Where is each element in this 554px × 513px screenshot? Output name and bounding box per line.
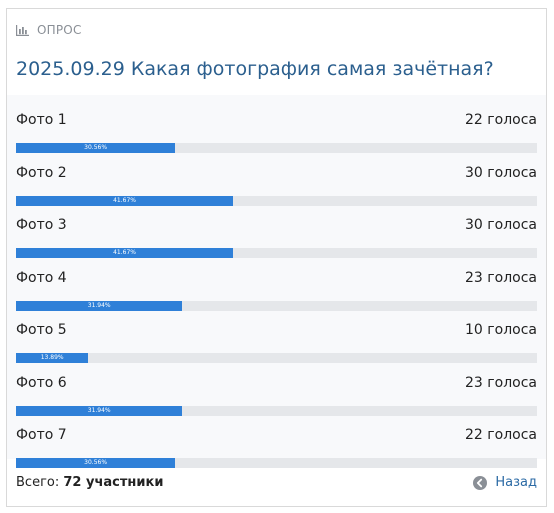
option-votes: 10 голоса [465,322,537,338]
option-progress-track: 30.56% [16,458,537,468]
total-participants: Всего: 72 участники [16,475,163,490]
bar-chart-icon [16,24,29,36]
option-progress-track: 41.67% [16,248,537,258]
option-progress-bar: 31.94% [16,405,183,416]
option-votes: 30 голоса [465,164,537,181]
poll-option-6: Фото 6 23 голоса 31.94% [16,375,537,419]
option-progress-track: 30.56% [16,143,537,153]
poll-option-3: Фото 3 30 голоса 41.67% [16,217,537,261]
option-label: Фото 7 [16,427,67,443]
option-progress-track: 41.67% [16,195,537,206]
option-progress-bar: 31.94% [16,300,183,311]
option-votes: 22 голоса [465,112,537,128]
option-progress-bar: 41.67% [16,248,234,258]
total-prefix: Всего: [16,475,60,490]
arrow-left-circle-icon [473,475,488,490]
poll-title: 2025.09.29 Какая фотография самая зачётн… [16,58,494,80]
poll-header: ОПРОС [16,23,82,37]
option-label: Фото 3 [16,217,67,233]
option-label: Фото 4 [16,269,67,286]
option-label: Фото 5 [16,322,67,338]
poll-card: ОПРОС 2025.09.29 Какая фотография самая … [6,8,547,507]
poll-option-2: Фото 2 30 голоса 41.67% [16,165,537,209]
option-votes: 23 голоса [465,374,537,391]
total-value: 72 участники [63,475,164,490]
poll-footer: Всего: 72 участники Назад [16,475,537,495]
option-progress-bar: 30.56% [16,143,176,153]
option-label: Фото 1 [16,112,67,128]
option-progress-bar: 30.56% [16,458,176,468]
poll-option-1: Фото 1 22 голоса 30.56% [16,112,537,156]
option-label: Фото 2 [16,164,67,181]
back-button[interactable]: Назад [473,475,537,490]
poll-options: Фото 1 22 голоса 30.56% Фото 2 30 голоса 41.6… [7,95,546,468]
option-progress-track: 13.89% [16,353,537,363]
option-label: Фото 6 [16,374,67,391]
option-votes: 23 голоса [465,269,537,286]
option-progress-bar: 41.67% [16,195,234,206]
back-label: Назад [495,475,537,490]
poll-header-label: ОПРОС [37,23,82,37]
option-progress-track: 31.94% [16,405,537,416]
option-votes: 22 голоса [465,427,537,443]
option-votes: 30 голоса [465,217,537,233]
poll-option-7: Фото 7 22 голоса 30.56% [16,427,537,471]
poll-option-4: Фото 4 23 голоса 31.94% [16,270,537,314]
option-progress-bar: 13.89% [16,353,89,363]
option-progress-track: 31.94% [16,300,537,311]
poll-option-5: Фото 5 10 голоса 13.89% [16,322,537,366]
